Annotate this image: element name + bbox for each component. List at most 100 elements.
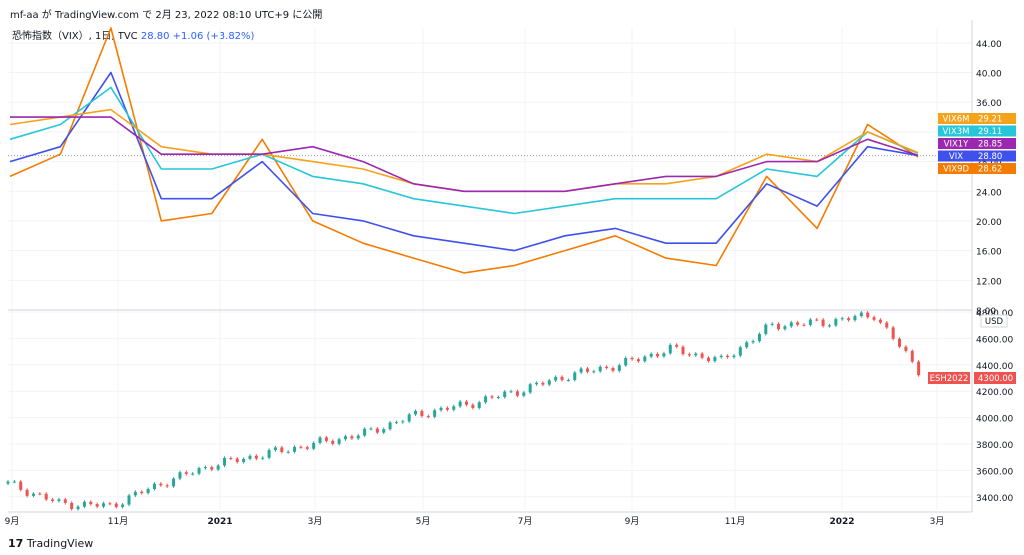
es-candle-body xyxy=(261,457,265,459)
series-label-name: VIX3M xyxy=(943,127,970,137)
x-tick-label: 3月 xyxy=(308,516,323,527)
es-candle-body xyxy=(12,481,16,483)
es-candle-body xyxy=(649,353,653,357)
grid xyxy=(8,28,972,510)
es-candle-body xyxy=(745,342,749,348)
es-y-tick-label: 3800.00 xyxy=(976,441,1013,451)
es-candle-body xyxy=(834,319,838,326)
vix-y-tick-label: 12.00 xyxy=(976,277,1002,287)
es-candle-body xyxy=(38,493,42,495)
es-y-tick-label: 4200.00 xyxy=(976,388,1013,398)
es-candle-body xyxy=(388,422,392,430)
es-candle-body xyxy=(127,495,131,505)
es-candle-body xyxy=(777,323,781,330)
es-candle-body xyxy=(554,376,558,381)
series-label-name: VIX9D xyxy=(943,165,970,175)
series-label-value-bg xyxy=(974,113,1016,124)
es-candle-body xyxy=(694,353,698,356)
es-candle-body xyxy=(656,353,660,357)
es-candle-body xyxy=(401,421,405,423)
series-label-value: 29.11 xyxy=(978,127,1002,137)
series-label-name-bg xyxy=(938,150,974,162)
chart-legend-title: 恐怖指数（VIX）, 1日, TVC 28.80 +1.06 (+3.82%) xyxy=(12,27,254,42)
es-candle-body xyxy=(681,346,685,355)
es-candle-body xyxy=(732,355,736,358)
vix-y-tick-label: 36.00 xyxy=(976,99,1002,109)
es-candle-body xyxy=(331,440,335,444)
es-candle-body xyxy=(770,323,774,325)
es-candles xyxy=(6,311,921,511)
es-candle-body xyxy=(496,397,500,399)
publish-info: mf-aa が TradingView.com で 2月 23, 2022 08… xyxy=(10,10,323,21)
series-label-value: 29.21 xyxy=(978,115,1002,125)
series-label-value-bg xyxy=(974,138,1016,149)
es-candle-body xyxy=(267,450,271,458)
es-candle-body xyxy=(184,472,188,474)
vix-series-vix1y xyxy=(10,116,919,193)
es-candle-body xyxy=(159,483,163,486)
es-candle-body xyxy=(433,410,437,417)
es-candle-body xyxy=(611,368,615,371)
series-label-name-bg xyxy=(938,163,974,174)
es-candle-body xyxy=(503,391,507,398)
es-candle-body xyxy=(630,357,634,360)
es-candle-body xyxy=(515,391,519,396)
es-candle-body xyxy=(414,410,418,415)
tradingview-branding[interactable]: 17 TradingView xyxy=(8,537,93,550)
es-candle-body xyxy=(25,489,29,496)
es-candle-body xyxy=(477,402,481,408)
es-candle-body xyxy=(917,361,921,376)
es-candle-body xyxy=(579,368,583,373)
es-candle-body xyxy=(821,319,825,326)
vix-lines xyxy=(9,27,919,274)
vix-y-tick-label: 44.00 xyxy=(976,40,1002,50)
es-candle-body xyxy=(719,355,723,358)
es-candle-body xyxy=(197,468,201,474)
es-candle-body xyxy=(847,318,851,321)
es-candle-body xyxy=(592,371,596,373)
es-candle-body xyxy=(76,506,80,510)
series-label-name-bg xyxy=(938,125,974,137)
x-tick-label: 11月 xyxy=(725,516,745,527)
es-candle-body xyxy=(51,499,55,501)
series-label-value-bg xyxy=(974,125,1016,137)
es-candle-body xyxy=(853,316,857,321)
series-label-vix1y: VIX1Y 28.85 xyxy=(938,138,1016,150)
tradingview-brand-text: TradingView xyxy=(26,537,94,550)
vix-y-tick-label: 16.00 xyxy=(976,248,1002,258)
currency-label-text: USD xyxy=(985,317,1004,327)
es-candle-body xyxy=(547,380,551,385)
es-candle-body xyxy=(70,502,74,510)
es-candle-body xyxy=(605,366,609,369)
series-label-vix9d: VIX9D 28.62 xyxy=(938,163,1016,175)
es-candle-body xyxy=(713,357,717,362)
es-candle-body xyxy=(286,451,290,453)
es-candle-body xyxy=(229,457,233,459)
series-label-name-bg xyxy=(938,113,974,124)
series-label-value: 28.80 xyxy=(978,152,1002,162)
series-label-vix6m: VIX6M 29.21 xyxy=(938,113,1016,125)
es-candle-body xyxy=(541,382,545,385)
x-tick-label: 5月 xyxy=(416,516,431,527)
x-tick-label: 9月 xyxy=(5,516,20,527)
series-label-name-bg xyxy=(938,138,974,149)
es-candle-body xyxy=(312,442,316,449)
es-candle-body xyxy=(490,396,494,398)
vix-y-tick-label: 8.00 xyxy=(976,307,996,317)
es-candle-body xyxy=(878,319,882,323)
es-candle-body xyxy=(318,437,322,443)
es-candle-body xyxy=(407,414,411,422)
es-candle-body xyxy=(152,483,156,490)
es-candle-body xyxy=(31,493,35,496)
es-candle-body xyxy=(273,447,277,451)
es-candle-body xyxy=(19,481,23,490)
es-candle-body xyxy=(471,404,475,408)
es-candle-body xyxy=(140,491,144,494)
es-symbol-bg xyxy=(928,372,970,384)
axes: 8.0012.0016.0020.0024.0028.0032.0036.004… xyxy=(5,20,1013,527)
es-candle-body xyxy=(573,372,577,380)
es-candle-body xyxy=(6,481,10,484)
es-candle-body xyxy=(133,491,137,496)
